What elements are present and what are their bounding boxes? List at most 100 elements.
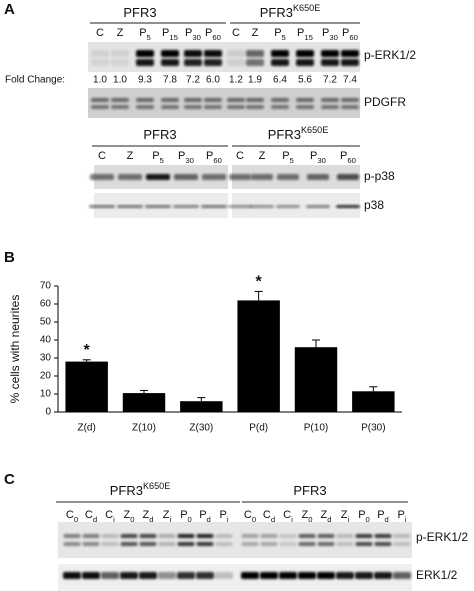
- lane-label: Pi: [219, 509, 228, 524]
- lane-label-main: P: [358, 509, 365, 521]
- lane-label-main: C: [263, 509, 271, 521]
- blot-band: [296, 105, 314, 109]
- fold-change: 1.2: [229, 75, 243, 86]
- panel-label: C: [4, 471, 15, 488]
- lane-label-main: P: [180, 509, 187, 521]
- row-label: p-ERK1/2: [416, 530, 468, 544]
- lane-label: P5: [139, 27, 151, 42]
- lane-label-main: Z: [117, 27, 124, 39]
- blot-band: [260, 542, 278, 546]
- lane-label-main: P: [377, 509, 384, 521]
- blot: [88, 88, 360, 118]
- blot-band: [139, 542, 157, 546]
- lane-label-sub: 15: [169, 33, 178, 42]
- row-label: PDGFR: [364, 95, 406, 109]
- lane-label-sub: d: [271, 515, 275, 524]
- blot-band: [91, 105, 109, 109]
- lane-label-sub: 60: [349, 33, 358, 42]
- blot-band: [336, 572, 354, 579]
- lane-label-sub: 30: [185, 156, 194, 165]
- blot-band: [158, 572, 176, 579]
- x-tick-label: P(30): [361, 423, 385, 434]
- blot-band: [196, 542, 214, 546]
- blot-band: [82, 534, 100, 538]
- blot-band: [136, 98, 154, 102]
- lane-label-sub: 0: [366, 515, 370, 524]
- blot-band: [139, 534, 157, 538]
- y-tick-label: 40: [40, 335, 52, 346]
- lane-label-main: C: [98, 150, 106, 162]
- lane-label: Zi: [163, 509, 172, 524]
- blot-band: [246, 105, 264, 109]
- blot-band: [393, 572, 411, 579]
- lane-label-main: Z: [142, 509, 149, 521]
- group-label: PFR3K650E: [110, 481, 171, 498]
- fold-change: 6.0: [206, 75, 220, 86]
- blot-band: [215, 572, 233, 579]
- blot-band: [136, 59, 154, 66]
- blot-band: [161, 98, 179, 102]
- lane-label-main: P: [297, 27, 304, 39]
- fold-change: 9.3: [138, 75, 152, 86]
- blot-band: [111, 50, 129, 57]
- blot-band: [336, 205, 360, 208]
- lane-label-main: P: [162, 27, 169, 39]
- blot-band: [89, 205, 115, 208]
- blot-band: [139, 572, 157, 579]
- blot-band: [374, 534, 392, 538]
- blot-band: [321, 105, 339, 109]
- group-label-main: PFR3: [260, 5, 293, 20]
- lane-label-sub: 0: [188, 515, 192, 524]
- x-tick-label: P(d): [249, 423, 268, 434]
- blot-band: [184, 59, 202, 66]
- lane-label: P60: [205, 27, 221, 42]
- y-tick-label: 70: [40, 281, 52, 292]
- blot-band: [177, 542, 195, 546]
- blot-band: [161, 50, 179, 57]
- lane-label-main: C: [96, 27, 104, 39]
- blot-band: [271, 98, 289, 102]
- lane-label-sub: i: [170, 515, 172, 524]
- y-tick-label: 0: [45, 407, 51, 418]
- lane-label-main: P: [199, 509, 206, 521]
- lane-label: P30: [185, 27, 201, 42]
- blot-band: [82, 572, 100, 579]
- lane-label-main: P: [139, 27, 146, 39]
- blot-band: [317, 572, 335, 579]
- lane-label-main: Z: [163, 509, 170, 521]
- blot-band: [177, 534, 195, 538]
- fold-change: 6.4: [273, 75, 287, 86]
- y-tick-label: 50: [40, 317, 52, 328]
- group-label-sup: K650E: [301, 125, 328, 135]
- y-tick-label: 30: [40, 353, 52, 364]
- lane-label-main: C: [244, 509, 252, 521]
- blot-band: [63, 572, 81, 579]
- lane-label-sub: 60: [213, 156, 222, 165]
- lane-label: Z: [252, 27, 259, 39]
- lane-label-sub: 30: [192, 33, 201, 42]
- lane-label-sub: 60: [347, 156, 356, 165]
- x-tick-label: Z(10): [132, 423, 156, 434]
- blot-band: [277, 174, 299, 180]
- blot-band: [374, 572, 392, 579]
- lane-label: Pd: [377, 509, 389, 524]
- lane-label-main: C: [236, 150, 244, 162]
- lane-label-main: P: [282, 150, 289, 162]
- blot-band: [296, 50, 314, 57]
- lane-label-main: Z: [301, 509, 308, 521]
- blot-band: [177, 572, 195, 579]
- group-label: PFR3: [123, 5, 156, 20]
- row-label: p38: [364, 198, 384, 212]
- lane-label: Z: [259, 150, 266, 162]
- lane-label-main: C: [232, 27, 240, 39]
- blot-band: [241, 534, 259, 538]
- group-label: PFR3: [293, 483, 326, 498]
- lane-label-main: P: [206, 150, 213, 162]
- blot-band: [355, 542, 373, 546]
- bar: [122, 393, 166, 412]
- blot-band: [120, 572, 138, 579]
- group-label: PFR3K650E: [268, 125, 329, 142]
- lane-label: P60: [206, 150, 222, 165]
- lane-label: P15: [162, 27, 178, 42]
